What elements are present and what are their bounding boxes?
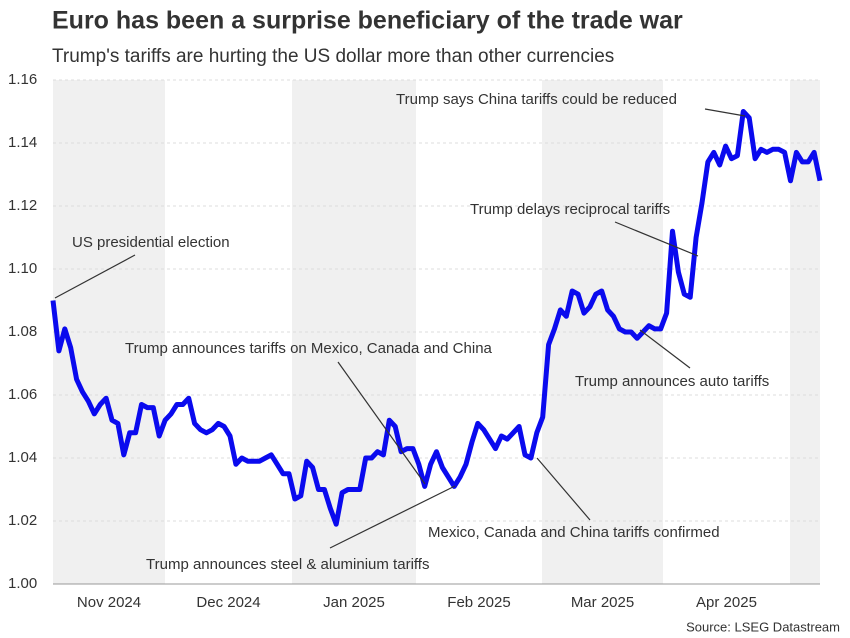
annotation: Mexico, Canada and China tariffs confirm… bbox=[428, 524, 720, 541]
annotation-pointer bbox=[536, 457, 591, 521]
annotation-pointer bbox=[337, 361, 426, 485]
y-tick-label: 1.14 bbox=[8, 134, 37, 151]
y-tick-label: 1.12 bbox=[8, 197, 37, 214]
annotation: Trump announces auto tariffs bbox=[575, 373, 769, 390]
annotation: Trump announces tariffs on Mexico, Canad… bbox=[125, 340, 493, 357]
annotation: Trump announces steel & aluminium tariff… bbox=[146, 556, 429, 573]
y-tick-label: 1.10 bbox=[8, 260, 37, 277]
y-tick-label: 1.16 bbox=[8, 71, 37, 88]
x-tick-label: Feb 2025 bbox=[447, 594, 510, 611]
y-tick-label: 1.04 bbox=[8, 449, 37, 466]
x-tick-label: Apr 2025 bbox=[696, 594, 757, 611]
y-tick-label: 1.06 bbox=[8, 386, 37, 403]
x-tick-label: Mar 2025 bbox=[571, 594, 634, 611]
x-tick-label: Jan 2025 bbox=[323, 594, 385, 611]
source: Source: LSEG Datastream bbox=[686, 619, 840, 634]
x-tick-label: Nov 2024 bbox=[77, 594, 141, 611]
annotation-pointer bbox=[639, 329, 691, 369]
y-tick-label: 1.00 bbox=[8, 575, 37, 592]
annotation-pointer bbox=[614, 221, 699, 257]
y-tick-label: 1.02 bbox=[8, 512, 37, 529]
annotation: Trump delays reciprocal tariffs bbox=[470, 201, 670, 218]
annotation: US presidential election bbox=[72, 234, 230, 251]
x-tick-label: Dec 2024 bbox=[196, 594, 260, 611]
annotation-pointer bbox=[54, 254, 136, 299]
y-tick-label: 1.08 bbox=[8, 323, 37, 340]
annotation: Trump says China tariffs could be reduce… bbox=[396, 91, 677, 108]
chart-subtitle: Trump's tariffs are hurting the US dolla… bbox=[52, 46, 614, 67]
annotation-pointer bbox=[329, 485, 456, 549]
annotation-pointer bbox=[704, 108, 746, 117]
line bbox=[50, 109, 823, 527]
chart-title: Euro has been a surprise beneficiary of … bbox=[52, 7, 683, 35]
